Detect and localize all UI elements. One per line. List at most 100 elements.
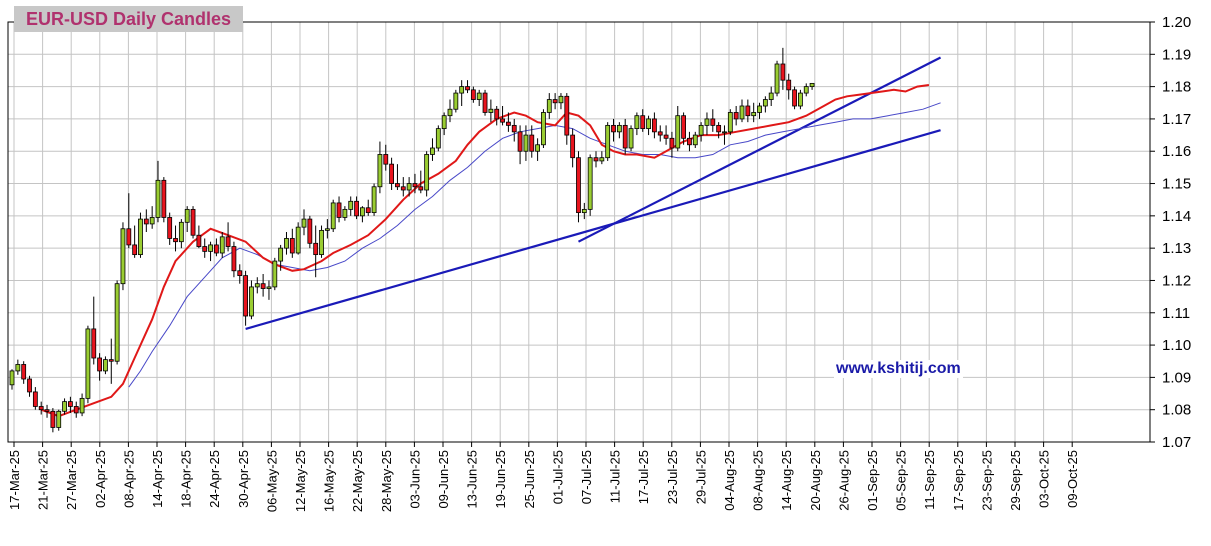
x-tick-label: 23-Sep-25 (979, 450, 994, 511)
candle-body (476, 92, 482, 100)
candle-body (669, 137, 675, 149)
x-tick-label: 22-May-25 (350, 450, 365, 512)
candle-body (511, 124, 517, 133)
candle-body (646, 118, 651, 130)
candle-body (231, 246, 237, 272)
x-tick-label: 29-Sep-25 (1008, 450, 1023, 511)
candle-body (634, 115, 640, 130)
x-tick-label: 27-Mar-25 (64, 450, 79, 510)
y-tick-label: 1.20 (1162, 14, 1191, 31)
x-tick-label: 08-Apr-25 (121, 450, 136, 508)
candle-body (32, 391, 38, 407)
x-tick-label: 14-Apr-25 (150, 450, 165, 508)
candle-body (581, 208, 587, 214)
candle-body (640, 115, 646, 130)
candle-body (202, 246, 208, 252)
y-tick-label: 1.15 (1162, 176, 1191, 193)
x-tick-label: 30-Apr-25 (236, 450, 251, 508)
candle-body (616, 124, 622, 133)
candle-body (359, 207, 365, 217)
candle-body (780, 63, 786, 81)
candle-body (155, 179, 161, 218)
candle-body (500, 118, 505, 123)
candle-body (336, 202, 342, 218)
watermark-text: www.kshitij.com (834, 360, 963, 378)
candle-body (278, 247, 284, 262)
moving-average-fast (40, 84, 930, 418)
candle-body (319, 229, 324, 256)
candle-body (97, 357, 102, 372)
trendline (577, 56, 942, 243)
x-tick-label: 08-Aug-25 (751, 450, 766, 511)
candle-body (517, 131, 523, 152)
candle-body (768, 92, 774, 100)
x-tick-label: 12-May-25 (293, 450, 308, 512)
candle-body (132, 244, 138, 256)
axes: 1.07 1.08 1.09 1.10 1.11 1.12 1.13 1.14 1.15 1.16… (7, 14, 1191, 512)
candle-body (757, 105, 762, 113)
y-tick-label: 1.18 (1162, 79, 1191, 96)
x-tick-label: 16-May-25 (322, 450, 337, 512)
candle-body (73, 406, 79, 414)
candle-body (605, 124, 611, 159)
candle-body (412, 183, 418, 188)
candle-body (103, 359, 108, 372)
candle-body (284, 238, 289, 249)
x-tick-label: 20-Aug-25 (808, 450, 823, 511)
y-tick-label: 1.17 (1162, 111, 1191, 128)
candle-body (698, 124, 704, 136)
candle-body (465, 86, 470, 91)
candle-body (149, 217, 155, 225)
candle-body (593, 157, 599, 162)
x-tick-label: 21-Mar-25 (36, 450, 51, 510)
y-tick-label: 1.12 (1162, 272, 1191, 289)
candle-body (383, 154, 389, 165)
trendline (245, 129, 941, 330)
candle-body (342, 208, 348, 218)
candle-body (126, 228, 132, 246)
candle-body (535, 144, 540, 152)
y-tick-label: 1.16 (1162, 143, 1191, 160)
y-tick-label: 1.11 (1162, 305, 1190, 322)
candle-body (249, 286, 254, 317)
x-tick-label: 25-Jun-25 (522, 450, 537, 509)
candle-body (389, 163, 395, 184)
y-tick-label: 1.07 (1162, 434, 1191, 451)
x-tick-label: 11-Jul-25 (608, 450, 623, 503)
x-tick-label: 09-Oct-25 (1065, 450, 1080, 508)
trendline-group (245, 56, 942, 330)
candle-body (289, 238, 295, 254)
candle-body (184, 208, 190, 223)
candle-body (494, 108, 500, 120)
x-tick-label: 28-May-25 (379, 450, 394, 512)
x-tick-label: 07-Jul-25 (579, 450, 594, 504)
candle-body (38, 406, 44, 411)
candle-body (716, 124, 722, 133)
x-tick-label: 14-Aug-25 (779, 450, 794, 511)
candle-body (599, 157, 605, 162)
candle-body (564, 95, 570, 136)
candle-body (50, 410, 56, 428)
candle-body (400, 186, 406, 191)
y-tick-label: 1.14 (1162, 208, 1191, 225)
x-tick-label: 05-Sep-25 (894, 450, 909, 511)
candle-body (470, 89, 476, 100)
candle-body (541, 112, 546, 146)
candle-body (178, 221, 184, 243)
x-tick-label: 26-Aug-25 (836, 450, 851, 511)
x-tick-label: 13-Jun-25 (465, 450, 480, 509)
candle-body (272, 260, 278, 288)
x-tick-label: 01-Sep-25 (865, 450, 880, 511)
candle-body (406, 183, 412, 191)
candle-body (44, 409, 50, 412)
candle-body (453, 92, 459, 110)
candle-body (652, 118, 657, 133)
candle-body (219, 236, 225, 254)
candle-body (365, 207, 371, 214)
candle-body (254, 283, 260, 288)
candle-body (173, 238, 178, 243)
candle-body (558, 95, 564, 104)
candle-body (377, 154, 383, 188)
candle-body (441, 115, 447, 130)
